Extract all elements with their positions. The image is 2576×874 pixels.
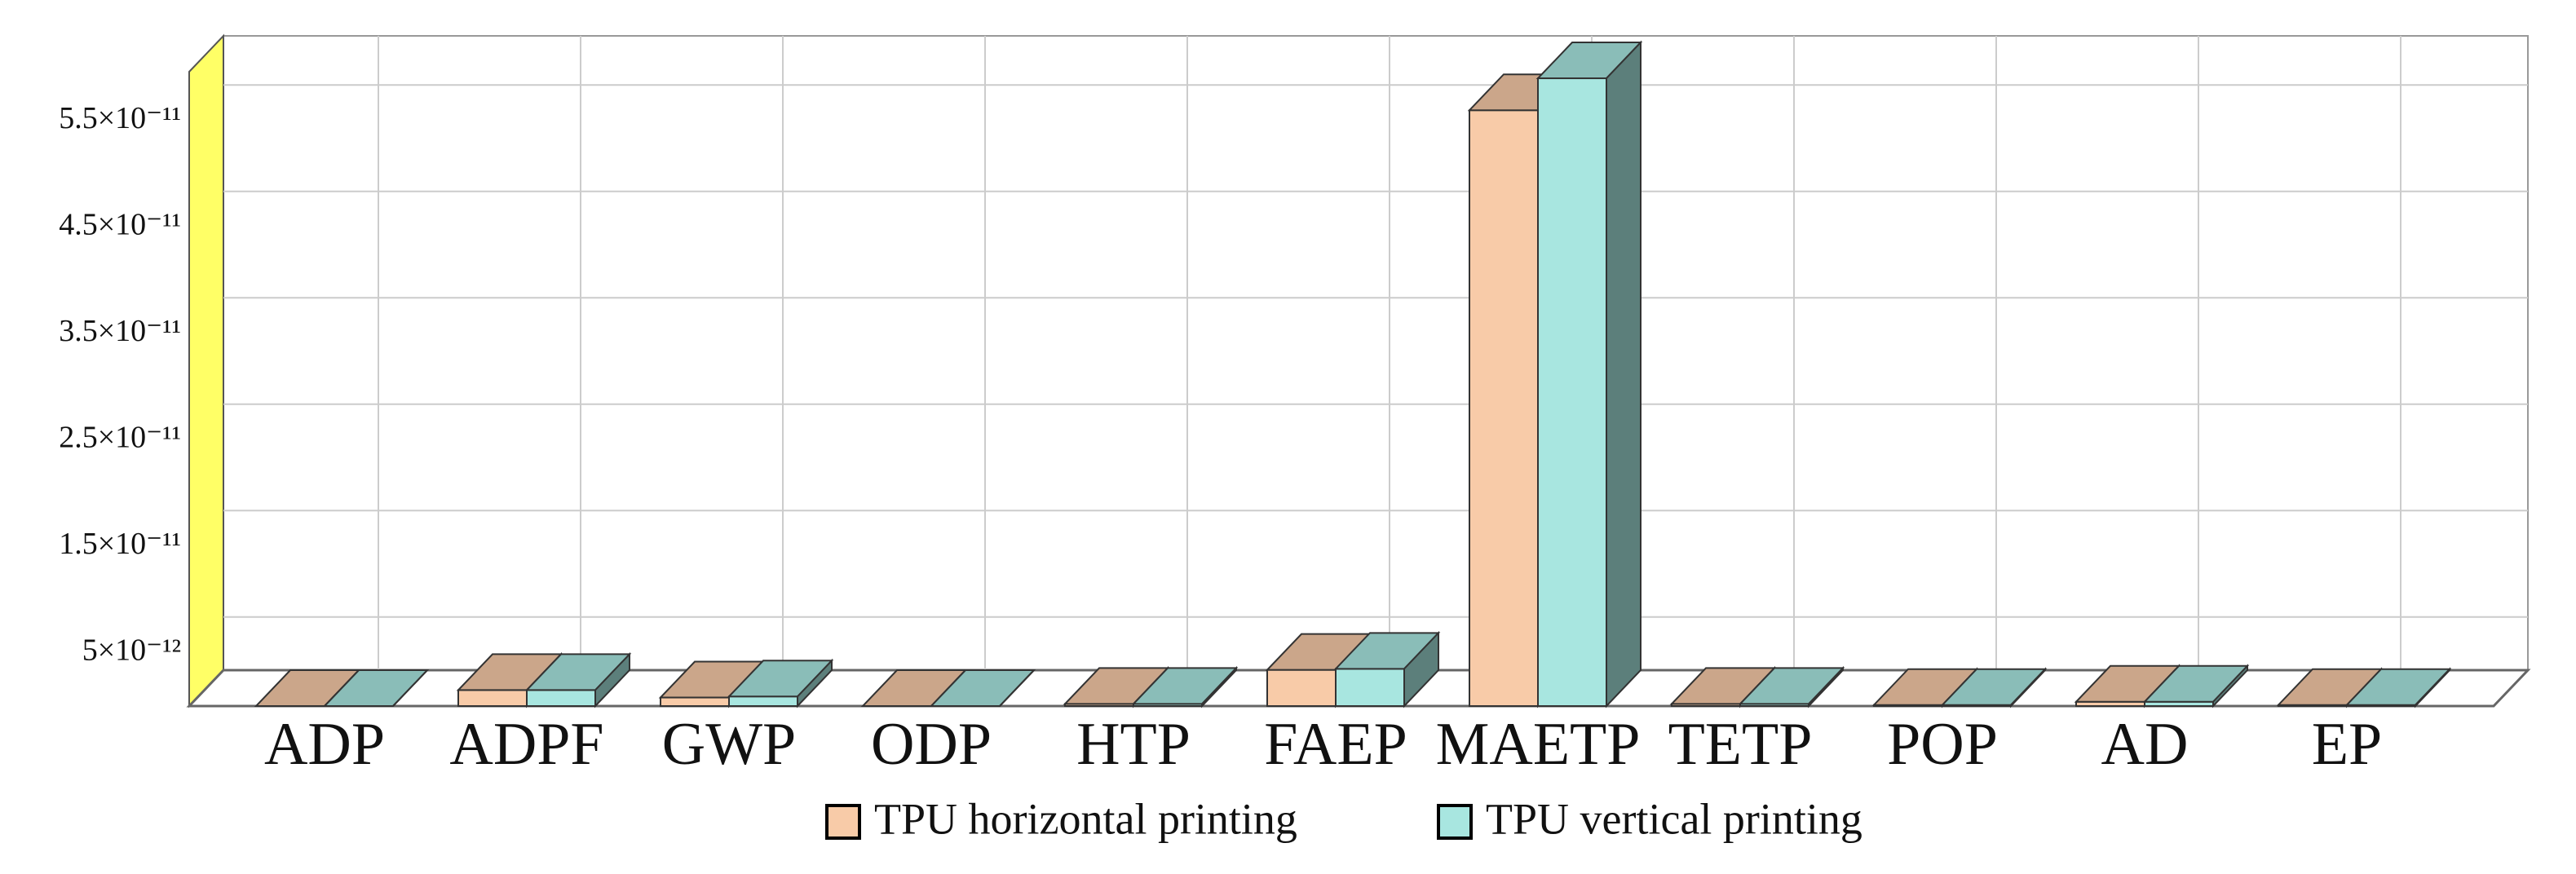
bar-side [2415,667,2450,708]
x-tick-label: ADPF [449,711,603,778]
bar [1335,668,1405,708]
y-tick-label: 2.5×10⁻¹¹ [59,420,181,454]
x-tick-label: POP [1887,711,1998,778]
x-tick-label: HTP [1076,711,1191,778]
x-tick-label: TETP [1668,711,1813,778]
back-wall [223,35,2529,671]
legend-swatch [1437,804,1473,840]
x-tick-label: ADP [264,711,385,778]
bar [1266,669,1337,708]
legend-label: TPU horizontal printing [874,794,1297,843]
legend-label: TPU vertical printing [1486,794,1862,843]
bar-side [594,651,630,708]
bar-side [999,669,1035,707]
y-tick-label: 4.5×10⁻¹¹ [59,207,181,241]
bar [526,689,596,707]
y-tick-label: 3.5×10⁻¹¹ [59,314,181,348]
bar-side [1808,665,1844,708]
bar-side [1403,630,1439,708]
y-tick-label: 5×10⁻¹² [82,633,181,667]
x-tick-label: EP [2312,711,2382,778]
bar-side [797,658,833,708]
y-tick-label: 1.5×10⁻¹¹ [59,527,181,561]
labels: 5×10⁻¹² 1.5×10⁻¹¹ 2.5×10⁻¹¹ 3.5×10⁻¹¹ 4.5×10… [59,101,2382,778]
bar [1469,109,1539,707]
bars [254,40,2452,708]
bar-side [392,669,428,707]
bar-side [2212,664,2248,708]
x-tick-label: FAEP [1264,711,1407,778]
grid [223,36,2528,670]
bar-side [1201,665,1237,708]
x-tick-label: AD [2101,711,2189,778]
bar [1537,77,1607,708]
y-tick-label: 5.5×10⁻¹¹ [59,101,181,135]
bar-side [2010,667,2046,708]
x-tick-label: MAETP [1436,711,1641,778]
legend-swatch [825,804,861,840]
bar [728,695,798,708]
legend: TPU horizontal printing TPU vertical pri… [825,794,1862,843]
bar [660,696,730,707]
left-wall [188,33,224,708]
bar-side [1606,40,1641,708]
x-tick-label: GWP [662,711,796,778]
bar [457,689,528,707]
x-tick-label: ODP [871,711,992,778]
